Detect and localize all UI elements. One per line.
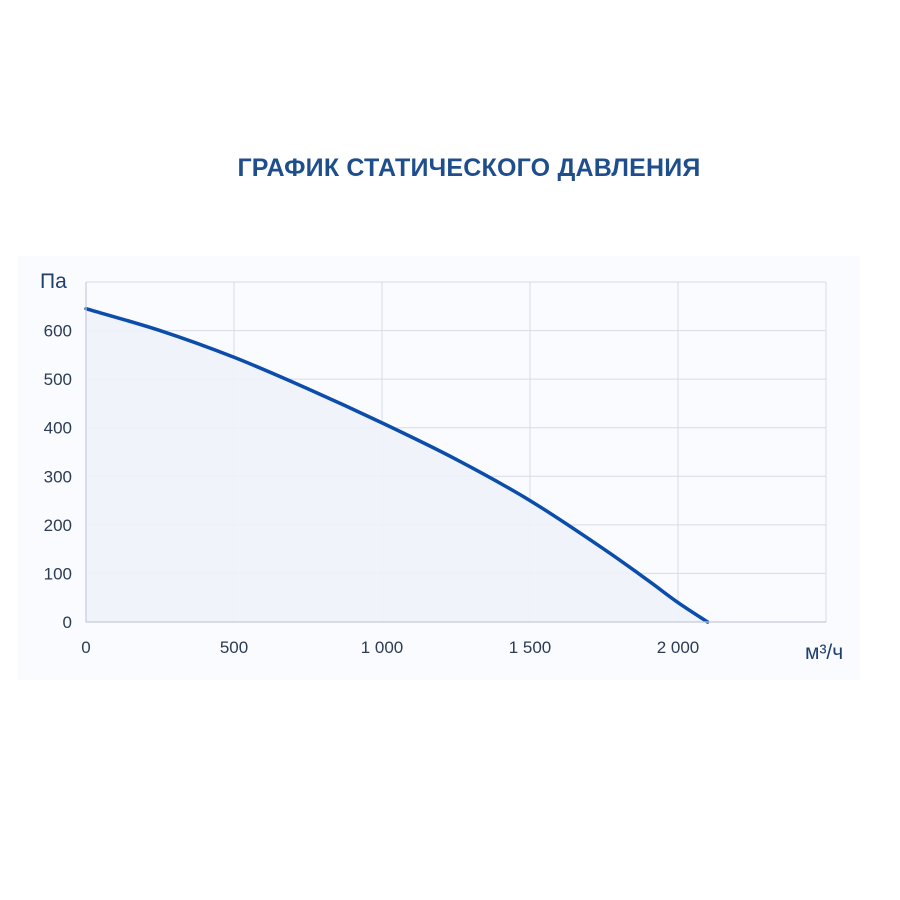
x-tick-label: 1 500 <box>509 638 552 657</box>
x-axis-label: м³/ч <box>805 641 843 664</box>
y-tick-label: 500 <box>44 370 72 389</box>
y-tick-label: 600 <box>44 322 72 341</box>
y-tick-label: 0 <box>63 613 72 632</box>
y-tick-label: 200 <box>44 516 72 535</box>
x-tick-label: 1 000 <box>361 638 404 657</box>
pressure-area <box>86 308 708 622</box>
y-tick-label: 300 <box>44 467 72 486</box>
x-tick-label: 500 <box>220 638 248 657</box>
x-tick-label: 0 <box>81 638 90 657</box>
y-tick-label: 400 <box>44 419 72 438</box>
y-tick-labels: 0 100 200 300 400 500 600 <box>44 322 72 632</box>
axes <box>85 282 826 623</box>
y-axis-label: Па <box>40 270 67 293</box>
x-tick-label: 2 000 <box>657 638 700 657</box>
chart-title: ГРАФИК СТАТИЧЕСКОГО ДАВЛЕНИЯ <box>237 154 701 182</box>
x-tick-labels: 0 500 1 000 1 500 2 000 <box>81 638 699 657</box>
y-tick-label: 100 <box>44 564 72 583</box>
pressure-curve <box>84 306 710 624</box>
